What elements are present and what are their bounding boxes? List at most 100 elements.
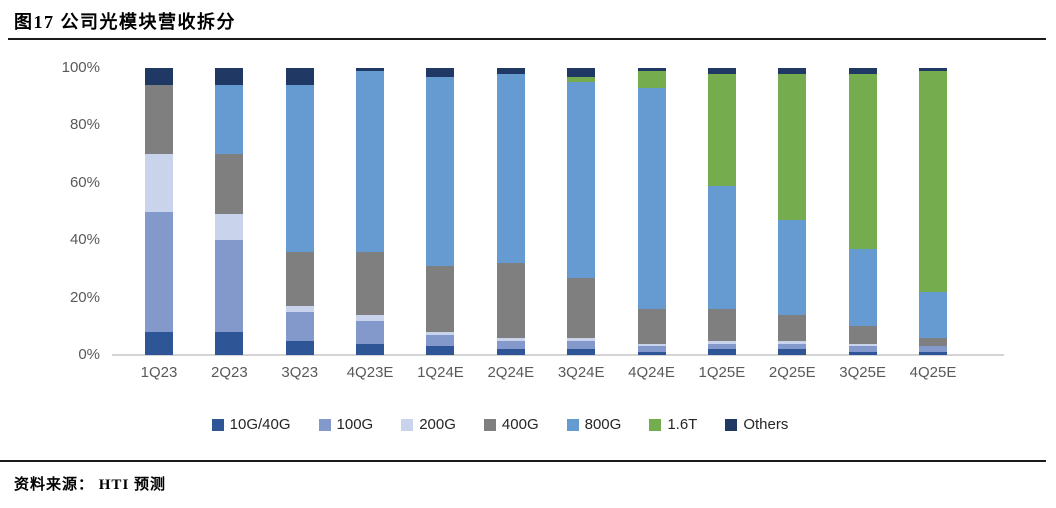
- bar-segment-400G: [778, 314, 807, 341]
- bar-segment-200G: [426, 332, 455, 335]
- legend-label: Others: [743, 416, 789, 433]
- x-axis-line: [112, 354, 1004, 356]
- bar-segment-400G: [426, 266, 455, 333]
- bar-segment-800G: [637, 88, 666, 310]
- bar-segment-200G: [778, 340, 807, 344]
- bar-segment-1.6T: [848, 73, 877, 249]
- bar-segment-100G: [285, 311, 314, 341]
- bar-segment-100G: [637, 346, 666, 353]
- bar-segment-400G: [285, 251, 314, 307]
- legend-swatch: [483, 418, 496, 431]
- bar-segment-10G/40G: [778, 349, 807, 355]
- legend-swatch: [318, 418, 331, 431]
- bar-segment-10G/40G: [919, 352, 947, 355]
- legend-swatch: [211, 418, 224, 431]
- bar-segment-Others: [285, 68, 314, 86]
- bar-segment-400G: [215, 154, 244, 215]
- bar-segment-800G: [707, 185, 736, 310]
- bar-segment-10G/40G: [356, 343, 385, 355]
- bar-4Q25E: [919, 68, 947, 355]
- bar-segment-100G: [356, 320, 385, 344]
- bar-segment-Others: [848, 68, 877, 74]
- bar-segment-400G: [145, 85, 173, 155]
- bar-segment-400G: [496, 263, 525, 338]
- source-value: HTI 预测: [98, 477, 167, 493]
- bar-segment-800G: [567, 82, 596, 278]
- x-axis-label: 4Q25E: [909, 364, 957, 381]
- bar-segment-400G: [848, 326, 877, 344]
- y-axis-label: 60%: [69, 173, 100, 191]
- bar-segment-800G: [426, 76, 455, 267]
- bar-segment-100G: [215, 240, 244, 333]
- bar-segment-10G/40G: [848, 352, 877, 355]
- bar-segment-400G: [919, 337, 947, 347]
- x-axis-label: 4Q23E: [346, 364, 394, 381]
- legend-swatch: [566, 418, 579, 431]
- bar-segment-Others: [215, 68, 244, 86]
- bar-segment-200G: [637, 343, 666, 347]
- bar-segment-800G: [919, 291, 947, 338]
- bar-3Q24E: [567, 68, 596, 355]
- legend-item-200G: 200G: [401, 416, 456, 433]
- legend-label: 10G/40G: [229, 416, 291, 433]
- bar-segment-200G: [567, 337, 596, 341]
- bar-segment-Others: [356, 68, 385, 71]
- source-divider: [0, 460, 1046, 462]
- bar-segment-10G/40G: [145, 332, 173, 355]
- bar-segment-800G: [496, 73, 525, 264]
- bar-segment-1.6T: [637, 70, 666, 89]
- legend-label: 800G: [584, 416, 622, 433]
- bar-segment-Others: [919, 68, 947, 71]
- bar-segment-200G: [285, 306, 314, 312]
- y-axis-label: 40%: [69, 231, 100, 249]
- x-axis-label: 2Q23: [211, 364, 248, 381]
- bar-segment-10G/40G: [285, 340, 314, 355]
- bar-segment-800G: [778, 220, 807, 315]
- bar-segment-Others: [145, 68, 173, 86]
- bar-segment-Others: [637, 68, 666, 71]
- bar-segment-Others: [426, 68, 455, 77]
- x-axis-label: 3Q25E: [839, 364, 886, 381]
- bar-segment-10G/40G: [637, 352, 666, 355]
- bar-segment-1.6T: [567, 76, 596, 83]
- bar-segment-100G: [707, 343, 736, 350]
- bar-4Q24E: [637, 68, 666, 355]
- bar-segment-Others: [496, 68, 525, 74]
- y-axis-label: 100%: [61, 59, 100, 76]
- bar-segment-10G/40G: [215, 332, 244, 355]
- x-axis-label: 1Q23: [140, 364, 178, 381]
- x-axis-label: 4Q24E: [628, 364, 675, 381]
- bar-segment-Others: [707, 68, 736, 74]
- bar-1Q24E: [426, 68, 455, 355]
- y-axis-label: 20%: [69, 288, 100, 306]
- bar-1Q25E: [707, 68, 736, 355]
- bar-1Q23: [145, 68, 173, 355]
- bar-2Q23: [215, 68, 244, 355]
- x-axis-label: 3Q23: [281, 364, 319, 381]
- bar-segment-100G: [567, 340, 596, 350]
- bar-segment-200G: [356, 314, 385, 321]
- legend-swatch: [401, 418, 414, 431]
- legend-label: 100G: [336, 416, 374, 433]
- x-axis-label: 2Q25E: [768, 364, 816, 381]
- legend-item-1.6T: 1.6T: [649, 416, 697, 433]
- bar-3Q23: [285, 68, 314, 355]
- legend-label: 400G: [501, 416, 539, 433]
- bar-segment-10G/40G: [426, 346, 455, 355]
- bar-3Q25E: [848, 68, 877, 355]
- bar-segment-200G: [848, 343, 877, 347]
- figure-title: 图17 公司光模块营收拆分: [14, 12, 236, 32]
- bar-segment-100G: [778, 343, 807, 350]
- bar-segment-400G: [707, 309, 736, 341]
- bar-segment-10G/40G: [496, 349, 525, 355]
- legend-item-400G: 400G: [483, 416, 539, 433]
- x-axis-label: 1Q25E: [698, 364, 746, 381]
- bar-segment-800G: [848, 248, 877, 327]
- bar-segment-100G: [426, 334, 455, 347]
- bar-segment-200G: [707, 340, 736, 344]
- bar-segment-400G: [356, 251, 385, 315]
- title-divider: [8, 38, 1046, 40]
- bar-segment-800G: [356, 70, 385, 252]
- x-axis-label: 2Q24E: [487, 364, 535, 381]
